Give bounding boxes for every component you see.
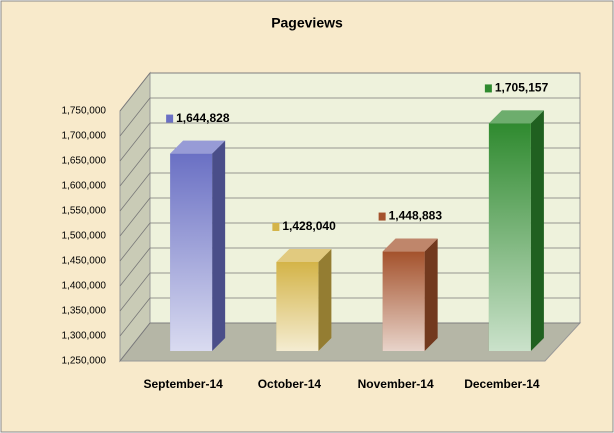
value-label: 1,644,828	[176, 111, 230, 125]
grid-line	[119, 147, 151, 187]
y-tick-label: 1,500,000	[62, 231, 107, 242]
y-tick-label: 1,550,000	[62, 206, 107, 217]
grid-line	[119, 272, 151, 312]
bar-top	[170, 140, 226, 154]
grid-line	[119, 72, 151, 112]
y-tick-label: 1,700,000	[62, 131, 107, 142]
y-tick-label: 1,300,000	[62, 331, 107, 342]
value-label: 1,448,883	[389, 209, 443, 223]
grid-line	[119, 197, 151, 237]
bar-top-shade	[488, 110, 544, 124]
bar-side-shade	[318, 248, 332, 351]
grid-line	[119, 322, 151, 362]
y-tick-label: 1,400,000	[62, 281, 107, 292]
y-tick-label: 1,250,000	[62, 356, 107, 367]
y-tick-label: 1,350,000	[62, 306, 107, 317]
grid-line	[119, 122, 151, 162]
label-marker	[272, 222, 280, 231]
label-marker	[378, 212, 386, 221]
x-tick-label: December-14	[464, 377, 540, 391]
grid-line	[119, 97, 151, 137]
bar-side-shade	[530, 110, 544, 351]
bar-top-shade	[276, 248, 332, 262]
label-marker	[484, 84, 492, 93]
y-tick-label: 1,750,000	[62, 106, 107, 117]
y-tick-label: 1,450,000	[62, 256, 107, 267]
y-tick-label: 1,650,000	[62, 156, 107, 167]
bar-shine	[276, 261, 319, 351]
y-tick-label: 1,600,000	[62, 181, 107, 192]
chart-title: Pageviews	[271, 15, 343, 31]
bar-side	[212, 140, 226, 351]
grid-line	[119, 297, 151, 337]
value-label: 1,705,157	[495, 81, 549, 95]
x-tick-label: November-14	[358, 377, 434, 391]
x-tick-label: September-14	[143, 377, 223, 391]
bar-top	[488, 110, 544, 124]
bar-side	[530, 110, 544, 351]
bar-top	[382, 238, 438, 252]
bar-side	[318, 248, 332, 351]
bar-shine	[170, 153, 213, 351]
grid-line	[119, 172, 151, 212]
bar-shine	[382, 251, 425, 351]
bar-side-shade	[424, 238, 438, 351]
bar-top	[276, 248, 332, 262]
bar-side	[424, 238, 438, 351]
bar-shine	[488, 123, 531, 351]
bar-top-shade	[382, 238, 438, 252]
label-marker	[166, 114, 174, 123]
grid-line	[119, 247, 151, 287]
grid-line	[119, 222, 151, 262]
value-label: 1,428,040	[282, 219, 336, 233]
bar-side-shade	[212, 140, 226, 351]
x-tick-label: October-14	[258, 377, 322, 391]
bar-top-shade	[170, 140, 226, 154]
